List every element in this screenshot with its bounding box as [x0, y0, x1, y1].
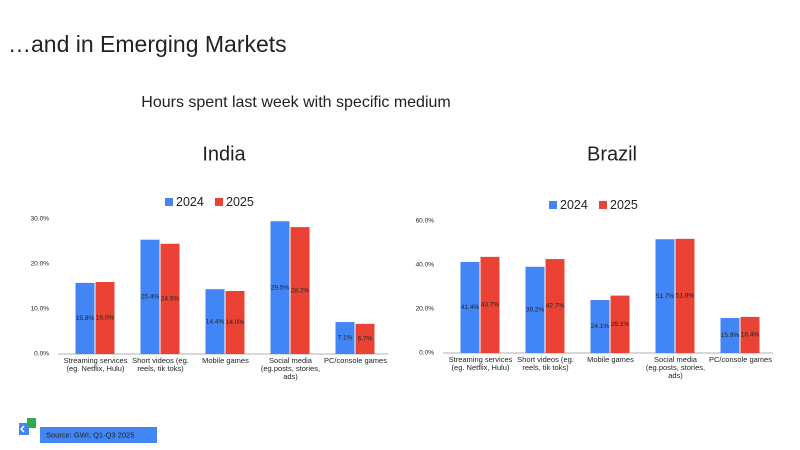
x-tick-label: Streaming services (eg. Netflix, Hulu) — [63, 357, 128, 373]
legend-label: 2024 — [560, 198, 588, 212]
bar — [525, 266, 545, 353]
source-box — [40, 427, 157, 443]
x-label-box: Streaming services (eg. Netflix, Hulu) — [448, 356, 513, 372]
value-label: 51.7% — [656, 293, 675, 300]
slide-title: …and in Emerging Markets — [8, 31, 287, 57]
y-tick-label: 30.0% — [31, 216, 50, 223]
legend-swatch — [599, 201, 607, 209]
y-tick-label: 20.0% — [31, 261, 50, 268]
bar — [355, 323, 375, 354]
value-label: 25.4% — [141, 294, 160, 301]
value-label: 39.2% — [526, 307, 545, 314]
legend-swatch — [165, 198, 173, 206]
value-label: 28.2% — [291, 287, 310, 294]
bar — [480, 256, 500, 353]
bar — [610, 295, 630, 353]
value-label: 26.1% — [611, 321, 630, 328]
bar — [590, 299, 610, 353]
value-label: 43.7% — [481, 302, 500, 309]
bar — [720, 318, 740, 353]
x-tick-label: PC/console games — [709, 356, 772, 364]
bar — [205, 289, 225, 354]
value-label: 15.8% — [76, 315, 95, 322]
bar — [335, 322, 355, 354]
bar — [740, 316, 760, 353]
legend-swatch — [215, 198, 223, 206]
bar — [95, 282, 115, 354]
x-label-box: Short videos (eg. reels, tik toks) — [517, 356, 574, 372]
value-label: 42.7% — [546, 303, 565, 310]
value-label: 51.9% — [676, 293, 695, 300]
x-tick-label: Mobile games — [587, 356, 634, 364]
x-tick-label: PC/console games — [324, 357, 387, 365]
x-tick-label: Short videos (eg. reels, tik toks) — [517, 356, 574, 372]
legend-label: 2025 — [610, 198, 638, 212]
bar — [225, 291, 245, 354]
bar — [655, 239, 675, 353]
y-tick-label: 20.0% — [416, 306, 435, 313]
value-label: 14.0% — [226, 319, 245, 326]
x-tick-label: Social media (eg.posts, stories, ads) — [260, 357, 321, 381]
x-label-box: Social media (eg.posts, stories, ads) — [260, 357, 321, 381]
x-label-box: PC/console games — [709, 356, 772, 364]
y-tick-label: 60.0% — [416, 218, 435, 225]
value-label: 6.7% — [358, 336, 373, 343]
x-tick-label: Social media (eg.posts, stories, ads) — [645, 356, 706, 380]
y-tick-label: 0.0% — [419, 350, 434, 357]
x-label-box: PC/console games — [324, 357, 387, 365]
x-tick-label: Mobile games — [202, 357, 249, 365]
bar — [140, 239, 160, 354]
bar — [675, 238, 695, 353]
y-tick-label: 40.0% — [416, 262, 435, 269]
legend-label: 2024 — [176, 195, 204, 209]
legend-swatch — [549, 201, 557, 209]
x-label-box: Social media (eg.posts, stories, ads) — [645, 356, 706, 380]
value-label: 15.9% — [721, 332, 740, 339]
value-label: 16.0% — [96, 315, 115, 322]
bar — [160, 243, 180, 354]
value-label: 7.1% — [338, 335, 353, 342]
bar — [460, 261, 480, 353]
logo — [19, 418, 36, 435]
x-label-box: Mobile games — [587, 356, 634, 364]
bar — [270, 221, 290, 354]
x-tick-label: Short videos (eg. reels, tik toks) — [132, 357, 189, 373]
x-label-box: Streaming services (eg. Netflix, Hulu) — [63, 357, 128, 373]
subtitle: Hours spent last week with specific medi… — [141, 94, 450, 111]
chart-title: India — [202, 143, 246, 165]
legend-label: 2025 — [226, 195, 254, 209]
x-label-box: Mobile games — [202, 357, 249, 365]
x-tick-label: Streaming services (eg. Netflix, Hulu) — [448, 356, 513, 372]
x-label-box: Short videos (eg. reels, tik toks) — [132, 357, 189, 373]
bar — [545, 259, 565, 353]
value-label: 16.4% — [741, 332, 760, 339]
bar — [75, 282, 95, 354]
bar — [290, 227, 310, 354]
y-tick-label: 10.0% — [31, 306, 50, 313]
value-label: 24.1% — [591, 323, 610, 330]
y-tick-label: 0.0% — [34, 351, 49, 358]
source: Source: GWI, Q1-Q3 2025 — [46, 430, 134, 439]
chart-title: Brazil — [587, 143, 637, 165]
value-label: 41.4% — [461, 304, 480, 311]
value-label: 14.4% — [206, 318, 225, 325]
value-label: 24.5% — [161, 296, 180, 303]
value-label: 29.5% — [271, 284, 290, 291]
